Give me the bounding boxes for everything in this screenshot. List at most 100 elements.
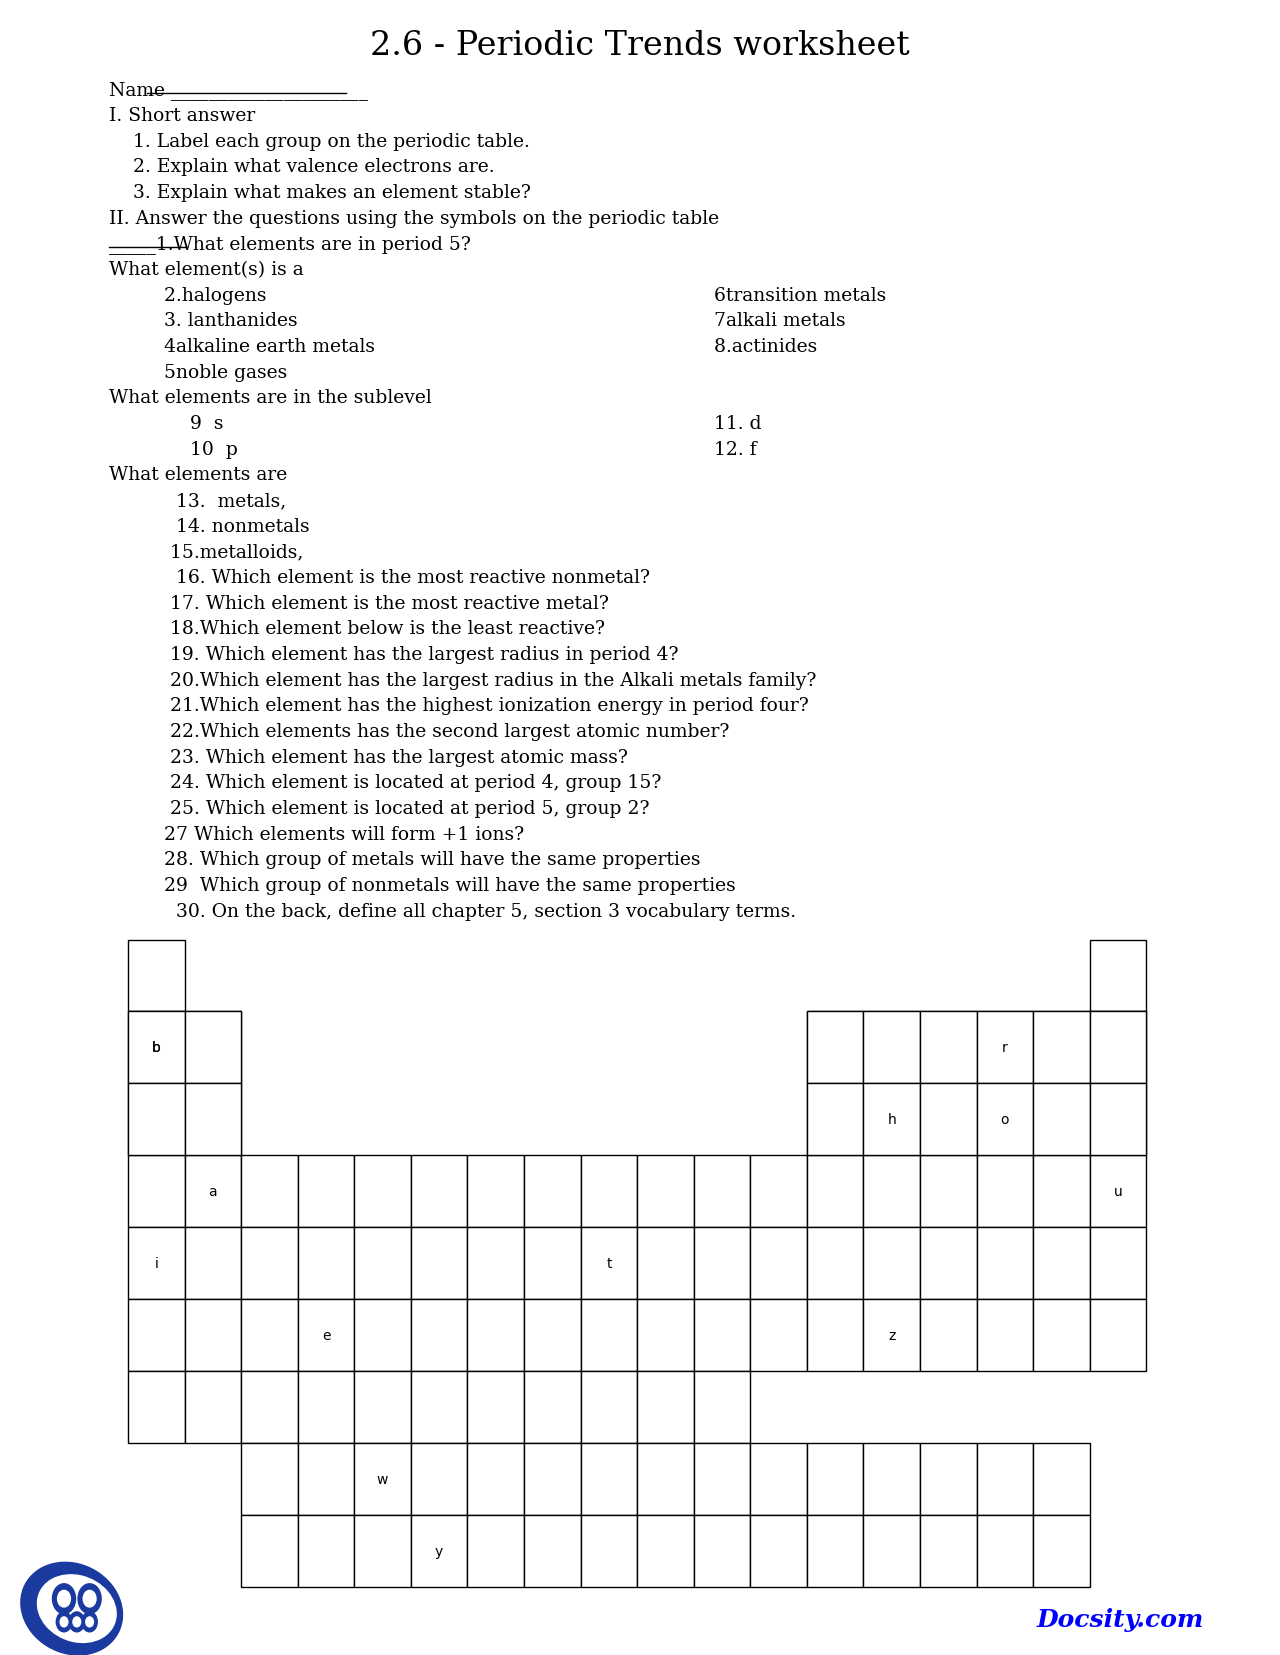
Text: _____1.What elements are in period 5?: _____1.What elements are in period 5? — [109, 235, 471, 253]
Bar — [694, 1370, 750, 1443]
Bar — [128, 1155, 184, 1228]
Text: u: u — [1114, 1185, 1123, 1198]
Bar — [467, 1443, 524, 1514]
Bar — [637, 1155, 694, 1228]
Bar — [750, 1228, 806, 1299]
Bar — [806, 1084, 864, 1155]
Text: 2.6 - Periodic Trends worksheet: 2.6 - Periodic Trends worksheet — [370, 30, 910, 63]
Bar — [750, 1299, 806, 1370]
Bar — [184, 1084, 241, 1155]
Bar — [1033, 1514, 1089, 1587]
Text: i: i — [155, 1256, 159, 1271]
Text: y: y — [435, 1544, 443, 1557]
Text: 11. d: 11. d — [678, 415, 762, 432]
Text: o: o — [1001, 1112, 1009, 1127]
Bar — [355, 1514, 411, 1587]
Bar — [411, 1370, 467, 1443]
Text: 18.Which element below is the least reactive?: 18.Which element below is the least reac… — [128, 621, 605, 637]
Bar — [920, 1084, 977, 1155]
Bar — [128, 1011, 184, 1084]
Bar — [411, 1443, 467, 1514]
Bar — [977, 1011, 1033, 1084]
Bar — [694, 1514, 750, 1587]
Bar — [806, 1299, 864, 1370]
Bar — [864, 1514, 920, 1587]
Bar — [128, 1370, 184, 1443]
Bar — [184, 1370, 241, 1443]
Bar — [355, 1299, 411, 1370]
Bar — [184, 1228, 241, 1299]
Bar — [977, 1228, 1033, 1299]
Bar — [806, 1011, 864, 1084]
Text: 28. Which group of metals will have the same properties: 28. Which group of metals will have the … — [128, 851, 700, 869]
Text: 29  Which group of nonmetals will have the same properties: 29 Which group of nonmetals will have th… — [128, 877, 736, 894]
Text: b: b — [152, 1041, 161, 1054]
Bar — [806, 1443, 864, 1514]
Text: 15.metalloids,: 15.metalloids, — [128, 543, 303, 561]
Bar — [581, 1299, 637, 1370]
Bar — [467, 1299, 524, 1370]
Bar — [241, 1228, 298, 1299]
Bar — [1033, 1228, 1089, 1299]
Text: z: z — [888, 1327, 896, 1342]
Bar — [524, 1228, 581, 1299]
Text: 7alkali metals: 7alkali metals — [678, 313, 846, 329]
Text: 14. nonmetals: 14. nonmetals — [128, 518, 310, 535]
Circle shape — [73, 1617, 81, 1627]
Bar — [581, 1370, 637, 1443]
Text: 21.Which element has the highest ionization energy in period four?: 21.Which element has the highest ionizat… — [128, 697, 809, 715]
Bar — [977, 1011, 1033, 1084]
Bar — [467, 1228, 524, 1299]
Bar — [1089, 1084, 1147, 1155]
Bar — [806, 1228, 864, 1299]
Text: 3. Explain what makes an element stable?: 3. Explain what makes an element stable? — [109, 184, 531, 202]
Text: 2.halogens: 2.halogens — [128, 286, 266, 305]
Bar — [355, 1370, 411, 1443]
Bar — [524, 1443, 581, 1514]
Bar — [864, 1228, 920, 1299]
Bar — [355, 1155, 411, 1228]
Text: Name _____________________: Name _____________________ — [109, 81, 367, 99]
Text: 17. Which element is the most reactive metal?: 17. Which element is the most reactive m… — [128, 594, 609, 612]
Text: Docsity.com: Docsity.com — [1037, 1607, 1203, 1630]
Bar — [864, 1084, 920, 1155]
Bar — [864, 1011, 920, 1084]
Bar — [581, 1443, 637, 1514]
Bar — [864, 1155, 920, 1228]
Bar — [637, 1514, 694, 1587]
Bar — [184, 1011, 241, 1084]
Bar — [355, 1228, 411, 1299]
Circle shape — [86, 1617, 93, 1627]
Bar — [694, 1299, 750, 1370]
Bar — [467, 1155, 524, 1228]
Bar — [920, 1514, 977, 1587]
Text: I. Short answer: I. Short answer — [109, 108, 255, 124]
Bar — [750, 1514, 806, 1587]
Text: What element(s) is a: What element(s) is a — [109, 261, 303, 278]
Bar — [1033, 1084, 1089, 1155]
Bar — [806, 1155, 864, 1228]
Bar — [1089, 940, 1147, 1011]
Text: 13.  metals,: 13. metals, — [128, 492, 287, 510]
Bar — [298, 1155, 355, 1228]
Bar — [637, 1299, 694, 1370]
Text: w: w — [376, 1471, 388, 1486]
Bar — [920, 1084, 977, 1155]
Text: e: e — [321, 1327, 330, 1342]
Text: b: b — [152, 1041, 161, 1054]
Bar — [128, 1084, 184, 1155]
Bar — [806, 1084, 864, 1155]
Bar — [128, 1084, 184, 1155]
Text: 12. f: 12. f — [678, 440, 756, 458]
Bar — [977, 1514, 1033, 1587]
Bar — [298, 1370, 355, 1443]
Bar — [241, 1155, 298, 1228]
Text: 6transition metals: 6transition metals — [678, 286, 887, 305]
Bar — [920, 1155, 977, 1228]
Text: 25. Which element is located at period 5, group 2?: 25. Which element is located at period 5… — [128, 799, 649, 818]
Ellipse shape — [20, 1562, 123, 1655]
Bar — [128, 940, 184, 1011]
Bar — [920, 1299, 977, 1370]
Bar — [864, 1011, 920, 1084]
Bar — [806, 1011, 864, 1084]
